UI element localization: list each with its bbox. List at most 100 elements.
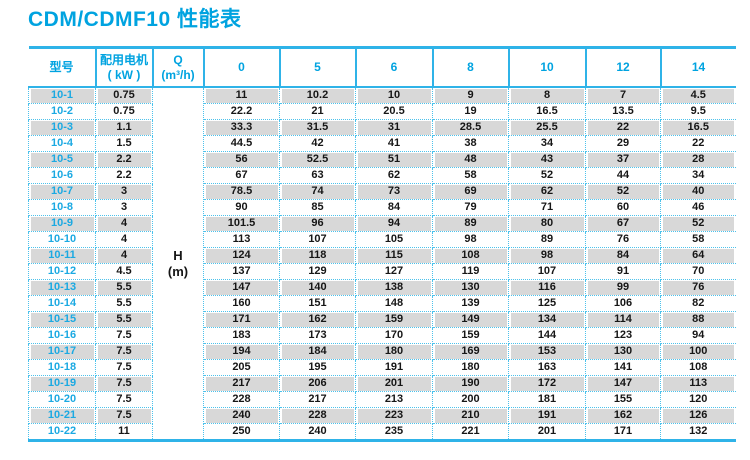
value-cell: 88	[660, 311, 736, 328]
h-unit-line1: H	[173, 247, 183, 263]
value-cell: 98	[508, 247, 586, 264]
model-cell: 10-7	[28, 183, 96, 200]
value-cell: 217	[203, 375, 280, 392]
value-cell: 144	[508, 327, 586, 344]
table-row: 10-15 5.5 171 162 159 149 134 114 88	[28, 311, 736, 328]
h-unit-line2: (m)	[167, 263, 189, 279]
model-cell: 10-4	[28, 135, 96, 152]
table-row: 10-1 0.75 H (m) 11 10.2 10 9 8 7 4.5	[28, 87, 736, 441]
value-cell: 52	[508, 167, 586, 184]
value-cell: 9	[432, 87, 509, 104]
header-flow-value: 0	[203, 47, 281, 88]
table-row: 10-3 1.1 33.3 31.5 31 28.5 25.5 22 16.5	[28, 119, 736, 136]
value-cell: 79	[432, 199, 509, 216]
value-cell: 190	[432, 375, 509, 392]
kw-cell: 4.5	[95, 263, 153, 280]
model-cell: 10-2	[28, 103, 96, 120]
header-row: 型号 配用电机 ( kW ) Q (m³/h) 0 5 6 8 10 12 14	[28, 47, 736, 88]
value-cell: 191	[355, 359, 433, 376]
value-cell: 58	[660, 231, 736, 248]
model-cell: 10-15	[28, 311, 96, 328]
value-cell: 48	[432, 151, 509, 168]
value-cell: 7	[585, 87, 661, 104]
performance-table: 型号 配用电机 ( kW ) Q (m³/h) 0 5 6 8 10 12 14 10-1 0…	[28, 46, 736, 442]
value-cell: 205	[203, 359, 280, 376]
value-cell: 153	[508, 343, 586, 360]
value-cell: 76	[660, 279, 736, 296]
value-cell: 33.3	[203, 119, 280, 136]
table-body: 10-1 0.75 H (m) 11 10.2 10 9 8 7 4.5 10-2 0.75 22.2 21…	[28, 87, 736, 441]
value-cell: 43	[508, 151, 586, 168]
model-cell: 10-21	[28, 407, 96, 424]
kw-cell: 0.75	[95, 87, 153, 104]
value-cell: 159	[432, 327, 509, 344]
value-cell: 107	[508, 263, 586, 280]
kw-cell: 7.5	[95, 343, 153, 360]
value-cell: 56	[203, 151, 280, 168]
model-cell: 10-8	[28, 199, 96, 216]
value-cell: 89	[508, 231, 586, 248]
value-cell: 195	[279, 359, 356, 376]
kw-cell: 5.5	[95, 311, 153, 328]
value-cell: 52.5	[279, 151, 356, 168]
table-row: 10-2 0.75 22.2 21 20.5 19 16.5 13.5 9.5	[28, 103, 736, 120]
kw-cell: 1.1	[95, 119, 153, 136]
value-cell: 31.5	[279, 119, 356, 136]
value-cell: 13.5	[585, 103, 661, 120]
value-cell: 80	[508, 215, 586, 232]
value-cell: 107	[279, 231, 356, 248]
value-cell: 94	[355, 215, 433, 232]
value-cell: 51	[355, 151, 433, 168]
table-row: 10-12 4.5 137 129 127 119 107 91 70	[28, 263, 736, 280]
value-cell: 228	[279, 407, 356, 424]
header-flow-q: Q (m³/h)	[152, 47, 205, 88]
kw-cell: 5.5	[95, 295, 153, 312]
header-flow-value: 6	[355, 47, 434, 88]
value-cell: 44.5	[203, 135, 280, 152]
value-cell: 210	[432, 407, 509, 424]
value-cell: 235	[355, 423, 433, 441]
value-cell: 11	[203, 87, 280, 104]
value-cell: 90	[203, 199, 280, 216]
value-cell: 108	[660, 359, 736, 376]
value-cell: 162	[279, 311, 356, 328]
table-row: 10-6 2.2 67 63 62 58 52 44 34	[28, 167, 736, 184]
kw-cell: 3	[95, 183, 153, 200]
value-cell: 16.5	[508, 103, 586, 120]
value-cell: 106	[585, 295, 661, 312]
model-cell: 10-11	[28, 247, 96, 264]
table-row: 10-22 11 250 240 235 221 201 171 132	[28, 423, 736, 441]
value-cell: 19	[432, 103, 509, 120]
value-cell: 134	[508, 311, 586, 328]
table-row: 10-9 4 101.5 96 94 89 80 67 52	[28, 215, 736, 232]
kw-cell: 4	[95, 247, 153, 264]
table-row: 10-8 3 90 85 84 79 71 60 46	[28, 199, 736, 216]
value-cell: 10	[355, 87, 433, 104]
value-cell: 34	[508, 135, 586, 152]
value-cell: 105	[355, 231, 433, 248]
value-cell: 114	[585, 311, 661, 328]
value-cell: 44	[585, 167, 661, 184]
value-cell: 37	[585, 151, 661, 168]
value-cell: 46	[660, 199, 736, 216]
value-cell: 201	[508, 423, 586, 441]
value-cell: 127	[355, 263, 433, 280]
value-cell: 132	[660, 423, 736, 441]
value-cell: 137	[203, 263, 280, 280]
kw-cell: 4	[95, 215, 153, 232]
value-cell: 159	[355, 311, 433, 328]
model-cell: 10-20	[28, 391, 96, 408]
value-cell: 52	[585, 183, 661, 200]
value-cell: 250	[203, 423, 280, 441]
model-cell: 10-5	[28, 151, 96, 168]
value-cell: 240	[279, 423, 356, 441]
kw-cell: 11	[95, 423, 153, 441]
table-row: 10-7 3 78.5 74 73 69 62 52 40	[28, 183, 736, 200]
table-row: 10-20 7.5 228 217 213 200 181 155 120	[28, 391, 736, 408]
value-cell: 89	[432, 215, 509, 232]
header-motor-line1: 配用电机	[99, 52, 148, 67]
header-flow-value: 10	[508, 47, 587, 88]
value-cell: 148	[355, 295, 433, 312]
value-cell: 173	[279, 327, 356, 344]
model-cell: 10-9	[28, 215, 96, 232]
